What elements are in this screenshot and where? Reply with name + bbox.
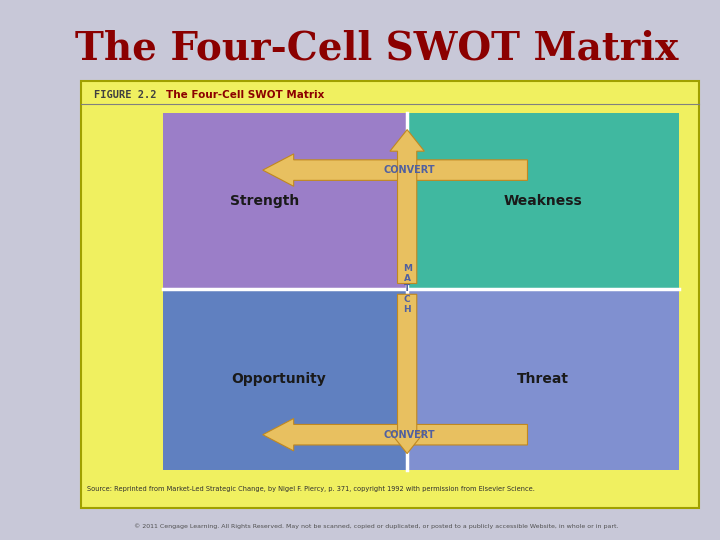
Text: Threat: Threat <box>517 373 569 386</box>
Text: CONVERT: CONVERT <box>383 430 435 440</box>
Bar <box>163 113 407 289</box>
Text: Opportunity: Opportunity <box>231 373 325 386</box>
Bar <box>407 113 679 289</box>
Text: The Four-Cell SWOT Matrix: The Four-Cell SWOT Matrix <box>74 30 678 68</box>
Text: Weakness: Weakness <box>503 194 582 208</box>
FancyArrow shape <box>263 154 528 186</box>
Text: CONVERT: CONVERT <box>383 165 435 175</box>
FancyArrow shape <box>263 418 528 451</box>
FancyBboxPatch shape <box>81 81 699 508</box>
Bar <box>407 289 679 470</box>
FancyArrow shape <box>390 294 424 454</box>
Text: The Four-Cell SWOT Matrix: The Four-Cell SWOT Matrix <box>166 90 325 99</box>
Text: FIGURE 2.2: FIGURE 2.2 <box>94 90 157 99</box>
Text: Strength: Strength <box>230 194 299 208</box>
Text: © 2011 Cengage Learning. All Rights Reserved. May not be scanned, copied or dupl: © 2011 Cengage Learning. All Rights Rese… <box>134 524 618 529</box>
Text: Source: Reprinted from Market-Led Strategic Change, by Nigel F. Piercy, p. 371, : Source: Reprinted from Market-Led Strate… <box>87 485 535 492</box>
Text: M
A
T
C
H: M A T C H <box>402 264 412 314</box>
Bar <box>163 289 407 470</box>
FancyArrow shape <box>390 130 424 284</box>
